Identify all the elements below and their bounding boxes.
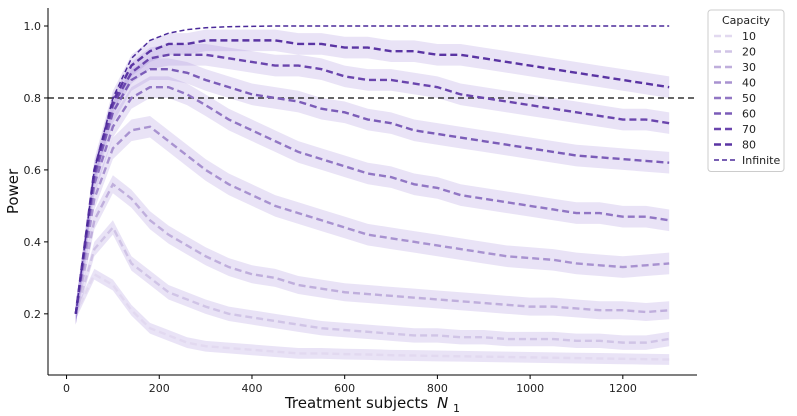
- x-axis-label: Treatment subjects N 1: [284, 394, 460, 415]
- series-line-40: [74, 125, 670, 315]
- x-tick-label: 400: [241, 382, 262, 395]
- y-axis-label: Power: [4, 168, 22, 214]
- y-tick-label: 0.4: [24, 236, 42, 249]
- x-axis-label-subscript: 1: [453, 402, 460, 415]
- legend-label-40: 40: [742, 77, 756, 90]
- x-axis-label-text: Treatment subjects: [284, 394, 428, 412]
- y-axis-ticks: 0.2 0.4 0.6 0.8 1.0: [24, 20, 48, 321]
- y-tick-label: 0.2: [24, 308, 42, 321]
- series-line-10: [74, 272, 670, 361]
- y-tick-label: 1.0: [24, 20, 42, 33]
- x-tick-label: 1200: [609, 382, 637, 395]
- x-tick-label: 1000: [516, 382, 544, 395]
- band-20: [75, 220, 670, 350]
- series-lines: [74, 25, 670, 361]
- legend-items: 10 20 30 40 50 60 70 80 Infinite: [714, 30, 780, 167]
- x-tick-label: 800: [427, 382, 448, 395]
- x-axis-ticks: 0 200 400 600 800 1000 1200: [63, 375, 637, 395]
- confidence-bands: [75, 29, 670, 365]
- legend-label-70: 70: [742, 123, 756, 136]
- series-line-30: [74, 182, 670, 315]
- legend-label-50: 50: [742, 92, 756, 105]
- legend-label-20: 20: [742, 46, 756, 59]
- series-line-60: [74, 67, 670, 314]
- y-tick-label: 0.6: [24, 164, 42, 177]
- legend-label-10: 10: [742, 30, 756, 43]
- band-50: [75, 76, 670, 325]
- series-line-50: [74, 85, 670, 315]
- legend-label-80: 80: [742, 139, 756, 152]
- legend-title: Capacity: [722, 14, 771, 27]
- legend-label-infinite: Infinite: [742, 154, 780, 167]
- band-80: [75, 29, 670, 325]
- band-70: [75, 43, 670, 325]
- x-tick-label: 600: [334, 382, 355, 395]
- legend-label-60: 60: [742, 108, 756, 121]
- series-line-80: [74, 39, 670, 314]
- x-tick-label: 200: [149, 382, 170, 395]
- band-10: [75, 268, 670, 365]
- y-tick-label: 0.8: [24, 92, 42, 105]
- series-line-70: [74, 53, 670, 314]
- x-tick-label: 0: [63, 382, 70, 395]
- series-line-20: [74, 225, 670, 344]
- legend: Capacity 10 20 30 40 50 60 70 80 Infinite: [707, 9, 785, 172]
- band-60: [75, 58, 670, 325]
- x-axis-label-symbol: N: [437, 394, 448, 412]
- series-line-infinite: [75, 25, 670, 314]
- band-30: [75, 175, 670, 323]
- band-40: [75, 115, 670, 325]
- legend-label-30: 30: [742, 61, 756, 74]
